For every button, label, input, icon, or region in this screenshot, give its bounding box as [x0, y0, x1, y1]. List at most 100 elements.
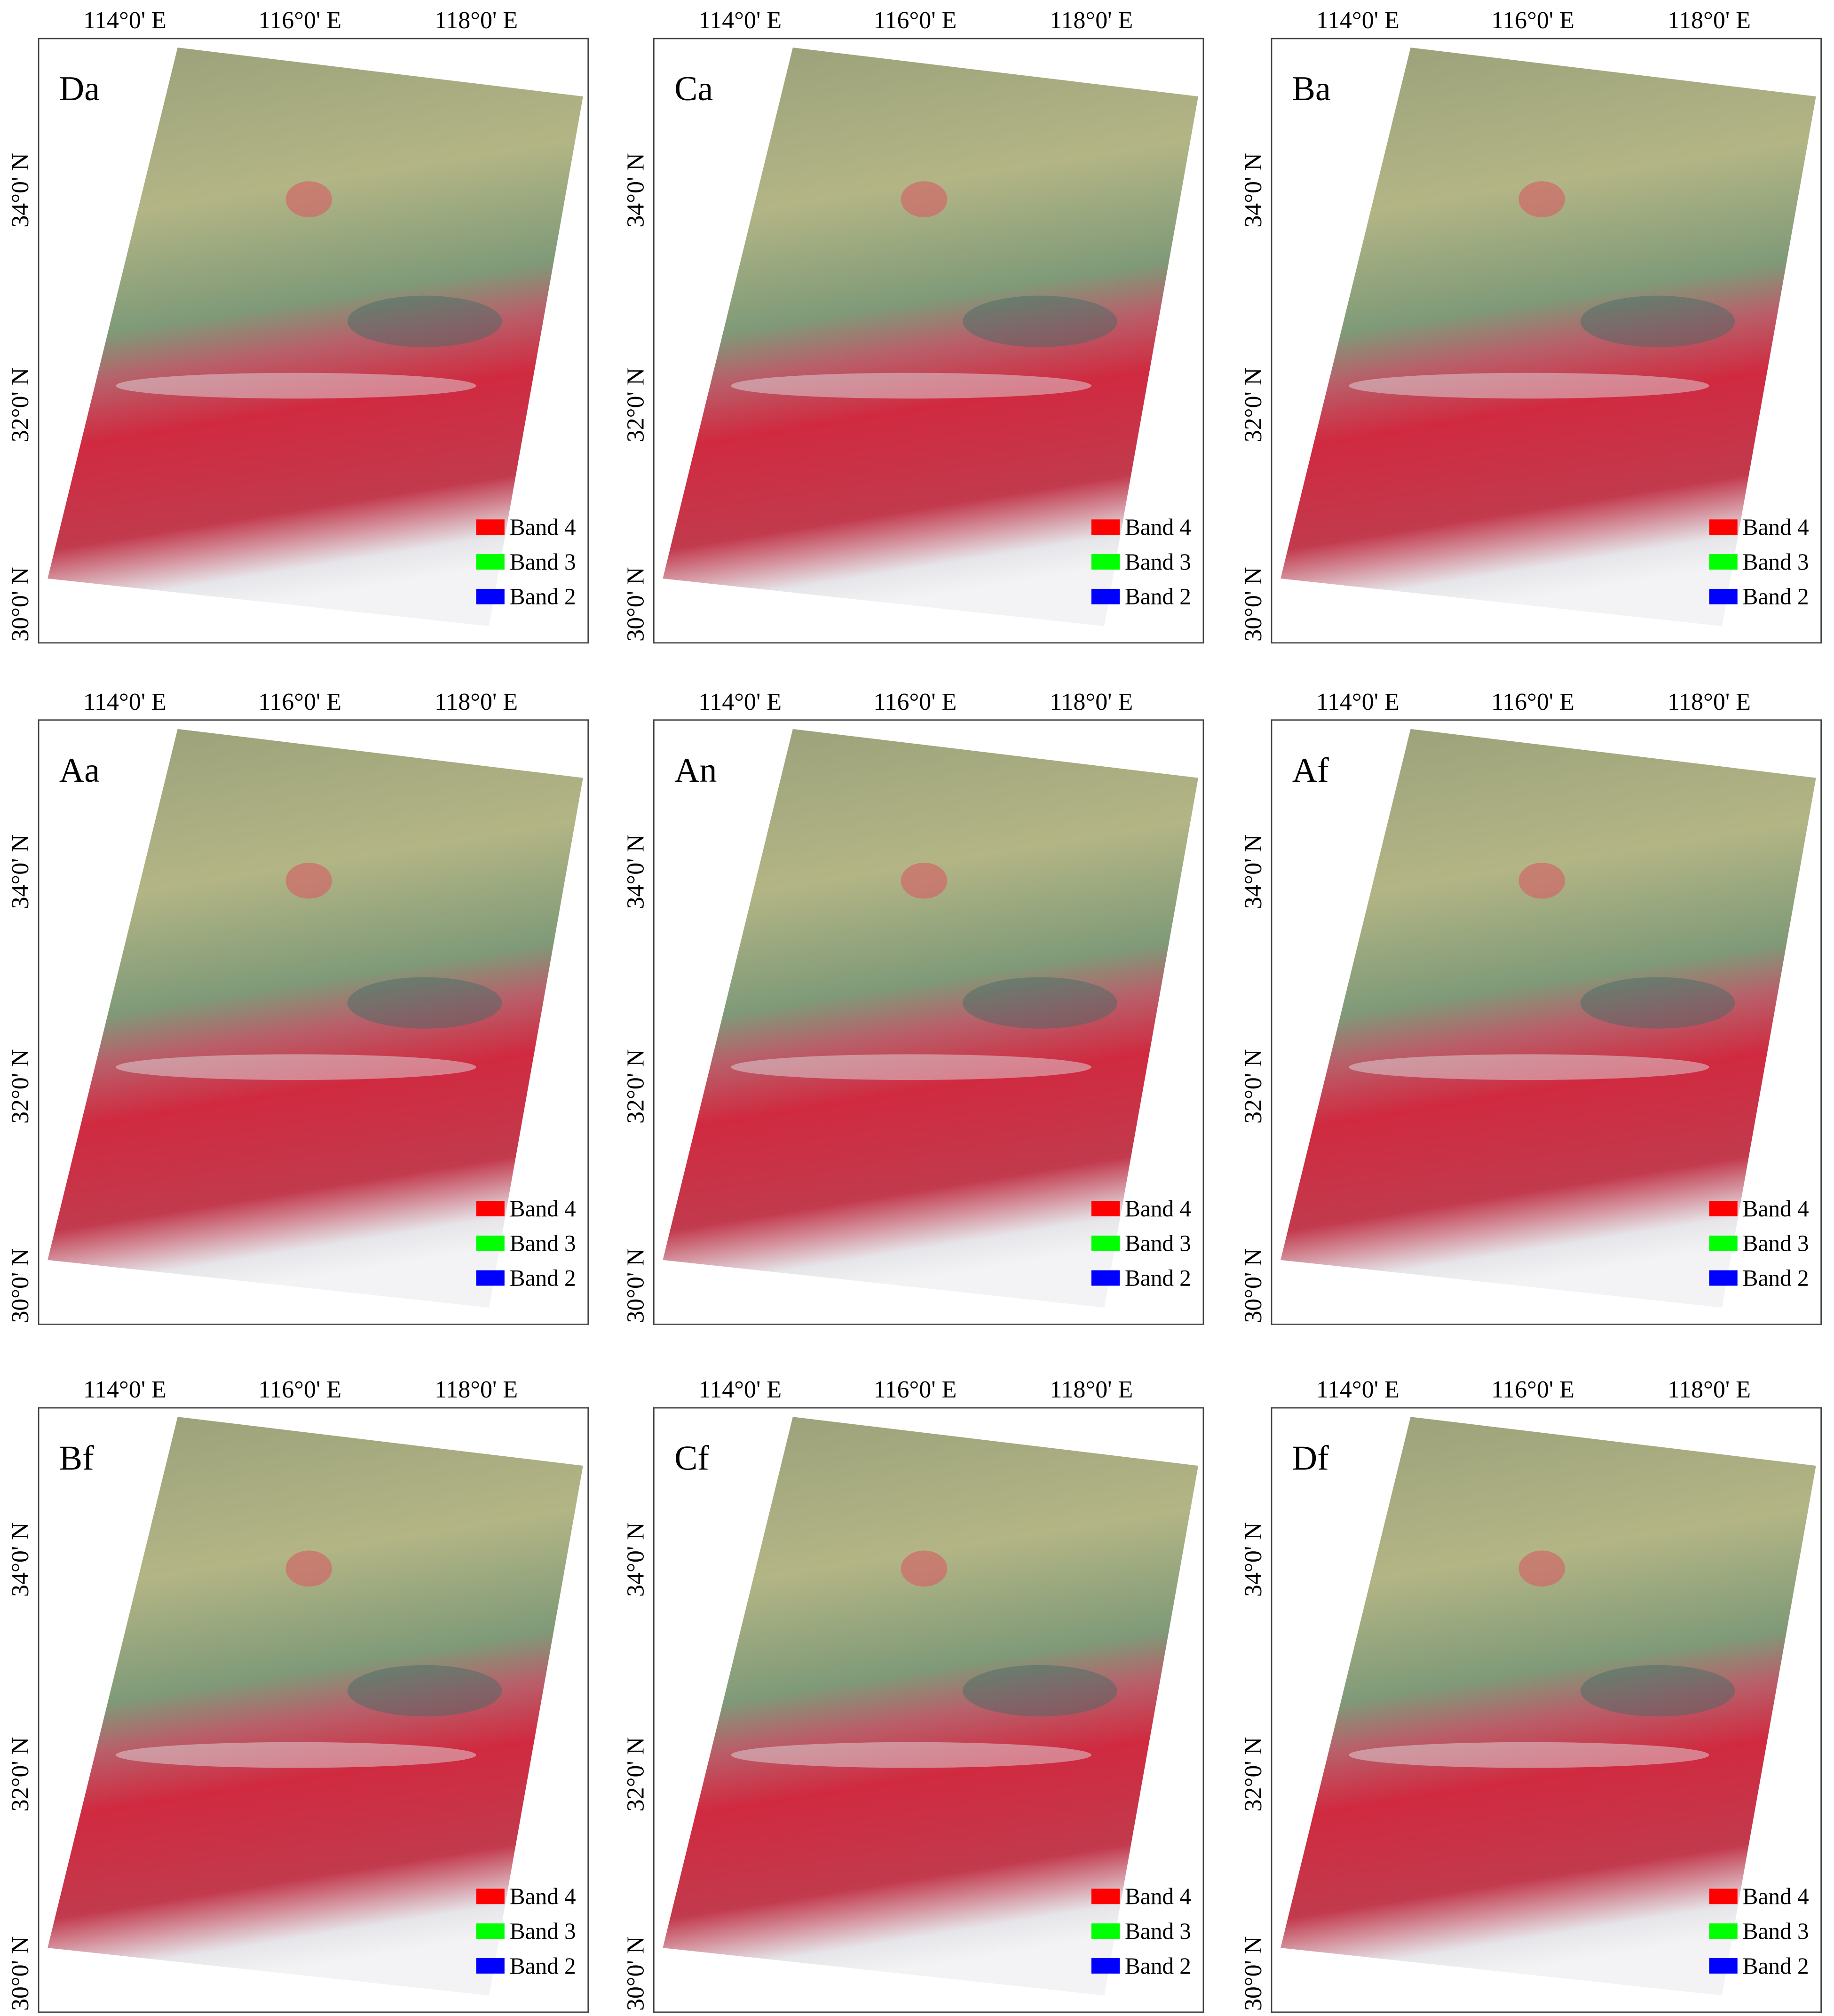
legend-label: Band 2: [1743, 1265, 1809, 1291]
y-tick-label: 32°0' N: [622, 1737, 649, 1811]
satellite-image: [1281, 1417, 1816, 1996]
image-feature: [116, 1742, 476, 1768]
y-tick-label: 30°0' N: [622, 1248, 649, 1323]
image-feature: [1518, 181, 1565, 217]
legend-label: Band 3: [510, 1918, 576, 1944]
legend-swatch: [1709, 1235, 1738, 1251]
y-tick-label: 32°0' N: [7, 1737, 34, 1811]
image-feature: [1518, 1550, 1565, 1587]
x-tick-label: 114°0' E: [698, 7, 782, 34]
satellite-image: [47, 1417, 583, 1996]
x-tick-label: 116°0' E: [1491, 7, 1574, 34]
legend-label: Band 4: [1743, 514, 1809, 540]
image-feature: [1349, 373, 1709, 399]
image-feature: [1580, 1665, 1735, 1717]
y-tick-label: 34°0' N: [622, 834, 649, 909]
legend-label: Band 2: [1125, 584, 1191, 610]
legend-label: Band 2: [510, 1265, 576, 1291]
legend-swatch: [1709, 1923, 1738, 1939]
panel: Bf 114°0' E 116°0' E 118°0' E 34°0' N 32°0' N…: [7, 1376, 589, 2013]
legend-swatch: [476, 554, 505, 570]
panel: Df 114°0' E 116°0' E 118°0' E 34°0' N 32°0' N…: [1240, 1376, 1822, 2013]
x-tick-label: 118°0' E: [1050, 689, 1133, 715]
x-tick-label: 114°0' E: [1316, 1376, 1399, 1403]
x-tick-label: 114°0' E: [1316, 7, 1399, 34]
legend-swatch: [1091, 519, 1120, 535]
image-feature: [963, 977, 1117, 1029]
satellite-image: [1281, 729, 1816, 1308]
x-tick-label: 116°0' E: [258, 7, 341, 34]
image-feature: [285, 181, 332, 217]
legend-label: Band 3: [1743, 1918, 1809, 1944]
panel: Af 114°0' E 116°0' E 118°0' E 34°0' N 32°0' N…: [1240, 689, 1822, 1325]
satellite-image: [1281, 48, 1816, 627]
y-tick-label: 32°0' N: [1240, 368, 1267, 442]
y-tick-label: 34°0' N: [1240, 1522, 1267, 1596]
panel-label: An: [674, 751, 717, 789]
y-tick-label: 32°0' N: [622, 368, 649, 442]
image-feature: [731, 1054, 1091, 1080]
legend-swatch: [476, 519, 505, 535]
legend-label: Band 2: [510, 584, 576, 610]
x-tick-label: 118°0' E: [435, 7, 518, 34]
legend-swatch: [1091, 1201, 1120, 1216]
y-tick-label: 32°0' N: [622, 1049, 649, 1123]
legend-label: Band 4: [1125, 514, 1191, 540]
x-tick-label: 116°0' E: [873, 7, 957, 34]
x-tick-label: 118°0' E: [435, 689, 518, 715]
legend-label: Band 3: [1125, 1918, 1191, 1944]
y-tick-label: 34°0' N: [7, 834, 34, 909]
x-tick-label: 114°0' E: [698, 1376, 782, 1403]
legend-swatch: [476, 1235, 505, 1251]
y-tick-label: 34°0' N: [1240, 834, 1267, 909]
image-feature: [347, 295, 502, 348]
image-feature: [963, 295, 1117, 348]
y-tick-label: 32°0' N: [7, 368, 34, 442]
image-feature: [731, 1742, 1091, 1768]
satellite-image: [663, 729, 1198, 1308]
image-feature: [963, 1665, 1117, 1717]
legend-swatch: [476, 1889, 505, 1905]
image-feature: [901, 181, 948, 217]
panel-label: Cf: [674, 1438, 709, 1477]
legend-swatch: [1709, 1201, 1738, 1216]
image-feature: [116, 373, 476, 399]
image-feature: [347, 977, 502, 1029]
legend-label: Band 4: [510, 514, 576, 540]
panel: Ba 114°0' E 116°0' E 118°0' E 34°0' N 32°0' N…: [1240, 7, 1822, 644]
panel-label: Df: [1292, 1438, 1329, 1477]
legend-label: Band 3: [510, 549, 576, 575]
x-tick-label: 114°0' E: [698, 689, 782, 715]
legend-swatch: [1091, 1889, 1120, 1905]
legend-swatch: [1709, 1889, 1738, 1905]
satellite-image: [663, 1417, 1198, 1996]
panel-label: Ca: [674, 69, 713, 108]
panel: An 114°0' E 116°0' E 118°0' E 34°0' N 32°0' N…: [622, 689, 1204, 1325]
image-feature: [901, 863, 948, 899]
panel: Da 114°0' E 116°0' E 118°0' E 34°0' N 32°0' N…: [7, 7, 589, 644]
x-tick-label: 114°0' E: [1316, 689, 1399, 715]
y-tick-label: 34°0' N: [7, 1522, 34, 1596]
legend-label: Band 3: [1125, 549, 1191, 575]
legend-swatch: [476, 1958, 505, 1974]
x-tick-label: 118°0' E: [435, 1376, 518, 1403]
legend-swatch: [1091, 1270, 1120, 1286]
legend-swatch: [1709, 554, 1738, 570]
y-tick-label: 30°0' N: [622, 1937, 649, 2011]
y-tick-label: 30°0' N: [7, 567, 34, 641]
x-tick-label: 116°0' E: [873, 689, 957, 715]
panel-label: Bf: [59, 1438, 94, 1477]
y-tick-label: 30°0' N: [622, 567, 649, 641]
y-tick-label: 30°0' N: [1240, 1937, 1267, 2011]
legend-label: Band 4: [510, 1883, 576, 1909]
legend-swatch: [1709, 519, 1738, 535]
legend-label: Band 2: [1743, 1953, 1809, 1979]
y-tick-label: 34°0' N: [622, 153, 649, 227]
legend-label: Band 3: [1743, 1230, 1809, 1256]
image-feature: [901, 1550, 948, 1587]
x-tick-label: 118°0' E: [1668, 689, 1751, 715]
x-tick-label: 116°0' E: [258, 689, 341, 715]
y-tick-label: 34°0' N: [622, 1522, 649, 1596]
legend-label: Band 2: [1743, 584, 1809, 610]
